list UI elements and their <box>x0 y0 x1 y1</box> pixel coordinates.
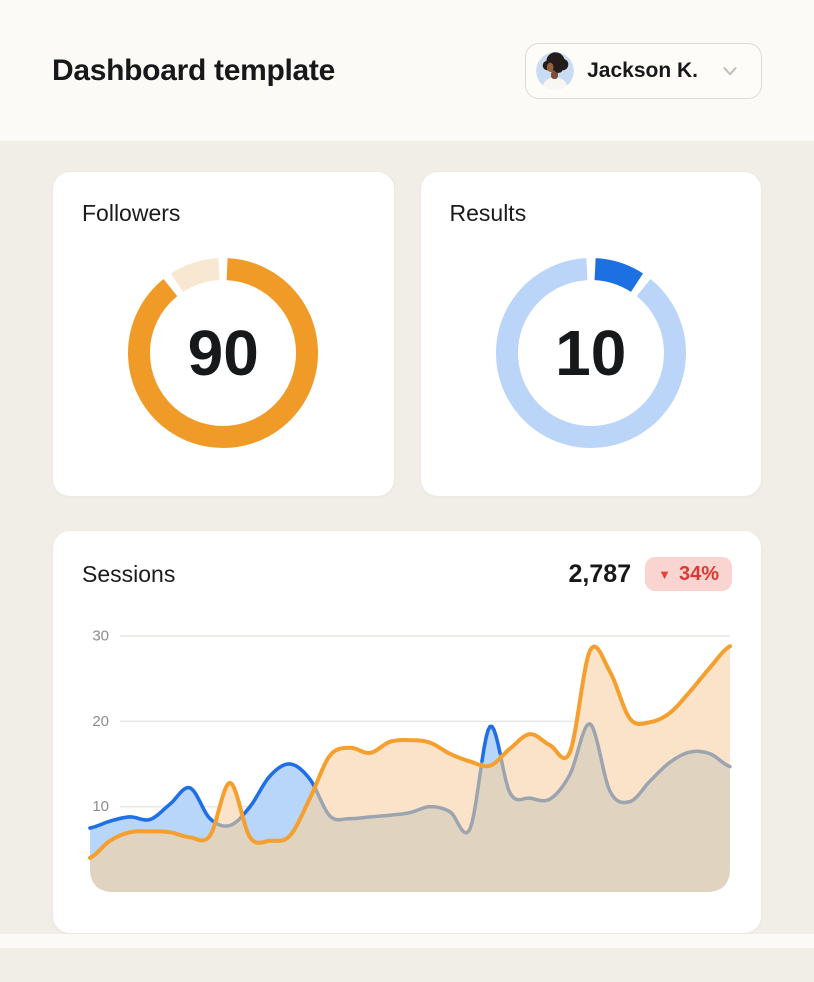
sessions-card-title: Sessions <box>82 560 176 587</box>
svg-text:10: 10 <box>92 798 109 815</box>
followers-card: Followers 90 <box>52 171 395 497</box>
chevron-down-icon <box>723 66 737 75</box>
sessions-value: 2,787 <box>568 559 632 588</box>
followers-card-title: Followers <box>82 200 181 226</box>
sessions-area-chart: 10 20 30 <box>82 621 732 922</box>
stats-row: Followers 90 Results 10 <box>52 171 762 497</box>
header: Dashboard template Jackson K. <box>0 0 814 141</box>
svg-text:20: 20 <box>92 713 109 730</box>
sessions-card: Sessions 2,787 ▼ 34% 10 20 30 <box>52 530 762 934</box>
footer-strip <box>0 934 814 948</box>
avatar <box>536 51 575 90</box>
sessions-metrics: 2,787 ▼ 34% <box>569 557 732 591</box>
change-badge: ▼ 34% <box>645 557 732 591</box>
svg-text:30: 30 <box>92 628 109 645</box>
arrow-down-icon: ▼ <box>658 566 671 582</box>
dashboard-content: Followers 90 Results 10 Sessions 2,787 ▼… <box>0 141 814 934</box>
results-card: Results 10 <box>419 171 762 497</box>
results-donut-chart: 10 <box>495 257 687 449</box>
page-title: Dashboard template <box>52 53 335 87</box>
sessions-header: Sessions 2,787 ▼ 34% <box>82 557 732 591</box>
change-value: 34% <box>678 563 719 585</box>
user-menu-button[interactable]: Jackson K. <box>525 42 762 99</box>
user-name: Jackson K. <box>587 58 698 82</box>
followers-donut-chart: 90 <box>127 257 319 449</box>
results-card-title: Results <box>449 200 527 226</box>
